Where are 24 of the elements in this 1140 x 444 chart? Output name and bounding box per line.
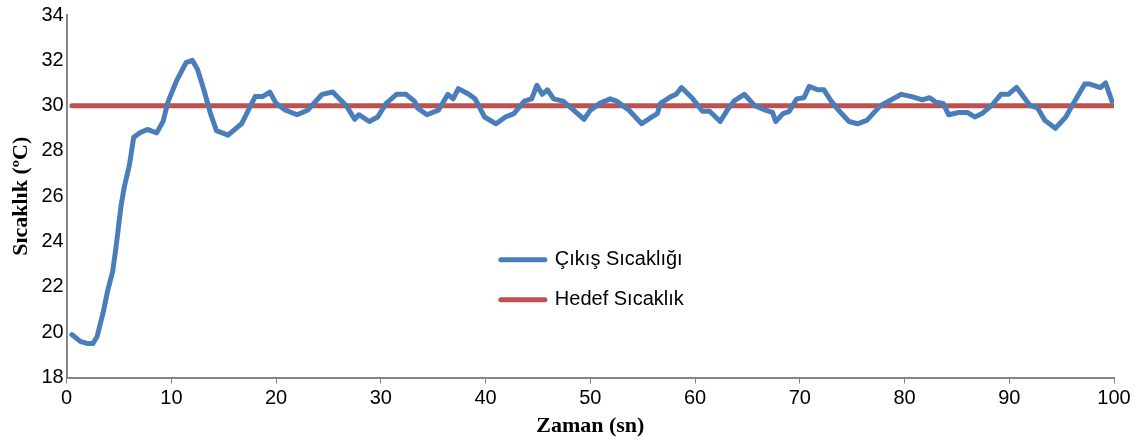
x-tick-label: 60: [683, 386, 707, 409]
y-tick-label: 28: [41, 138, 64, 161]
x-tick-label: 80: [893, 386, 916, 409]
x-axis-title: Zaman (sn): [536, 412, 645, 438]
legend-label: Hedef Sıcaklık: [554, 287, 685, 310]
x-tick-label: 0: [61, 386, 73, 409]
y-tick-label: 26: [41, 183, 64, 206]
x-tick-label: 10: [160, 386, 183, 409]
x-tick-label: 50: [579, 386, 602, 409]
x-tick-label: 100: [1097, 386, 1131, 409]
y-tick-label: 24: [41, 229, 64, 252]
y-tick-label: 18: [41, 365, 64, 388]
y-tick-label: 30: [41, 93, 64, 116]
x-tick-label: 30: [369, 386, 392, 409]
x-tick-label: 70: [788, 386, 811, 409]
y-axis-title: Sıcaklık (ºC): [6, 136, 32, 256]
y-tick-label: 34: [41, 2, 64, 25]
legend-label: Çıkış Sıcaklığı: [554, 247, 683, 270]
y-tick-label: 22: [41, 274, 64, 297]
x-tick-label: 40: [474, 386, 497, 409]
x-tick-label: 20: [264, 386, 288, 409]
x-tick-label: 90: [998, 386, 1021, 409]
y-tick-label: 20: [41, 319, 64, 342]
y-tick-label: 32: [41, 47, 64, 70]
